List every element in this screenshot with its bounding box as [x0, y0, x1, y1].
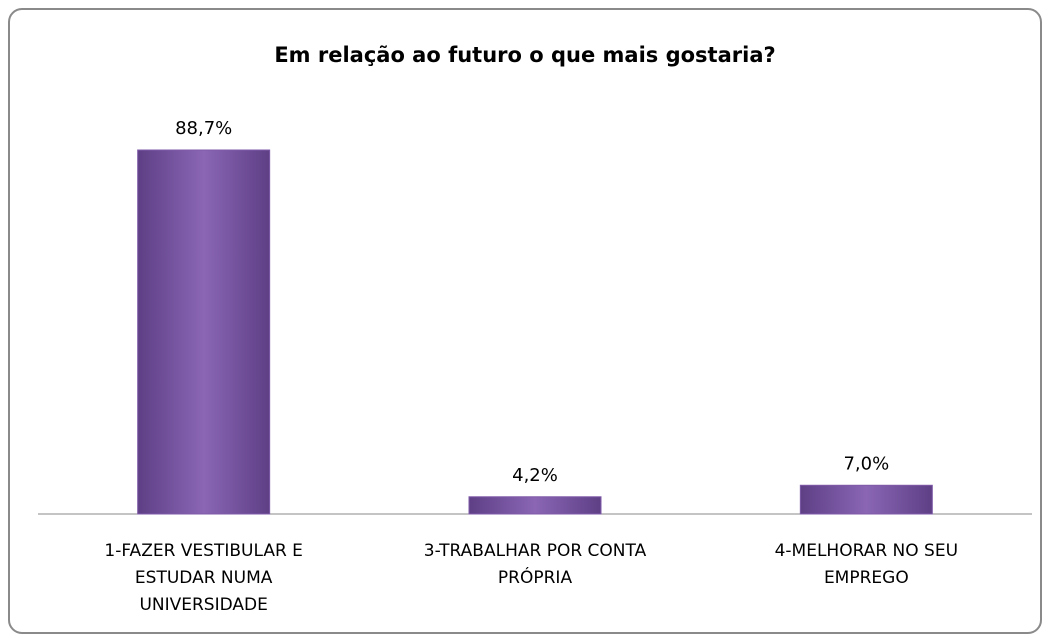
bar — [799, 484, 933, 515]
x-tick-label: 3-TRABALHAR POR CONTA PRÓPRIA — [423, 541, 647, 588]
value-label: 7,0% — [843, 453, 889, 474]
chart-title: Em relação ao futuro o que mais gostaria… — [274, 43, 775, 67]
chart-frame — [8, 8, 1042, 634]
bar — [468, 496, 602, 515]
value-label: 88,7% — [175, 118, 232, 139]
bar — [137, 149, 271, 515]
value-label: 4,2% — [512, 465, 558, 486]
x-tick-label: 4-MELHORAR NO SEU EMPREGO — [774, 541, 959, 588]
x-tick-label: 1-FAZER VESTIBULAR E ESTUDAR NUMA UNIVER… — [104, 541, 303, 615]
